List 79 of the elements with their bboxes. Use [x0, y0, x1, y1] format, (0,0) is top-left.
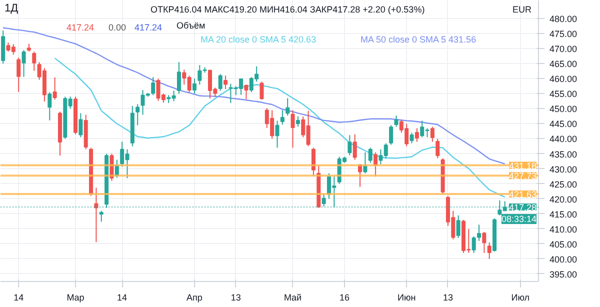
candlestick	[394, 115, 398, 128]
candlestick	[260, 81, 264, 100]
y-tick-label: 420.00	[550, 194, 578, 204]
ref-line-label: 417.28	[508, 202, 537, 213]
candlestick	[48, 92, 52, 121]
candlestick	[275, 120, 280, 148]
candlestick	[352, 134, 357, 160]
candlestick	[99, 210, 104, 222]
candlestick	[477, 224, 482, 242]
y-tick-label: 415.00	[550, 209, 578, 220]
candlestick	[290, 110, 295, 148]
candlestick	[410, 132, 414, 144]
annotation: 417.24	[66, 22, 94, 32]
candlestick	[192, 78, 196, 94]
y-tick-label: 480.00	[550, 14, 578, 24]
annotation: 0.00	[108, 22, 126, 32]
text: MA 50 close 0 SMA 5 431.56	[360, 34, 476, 44]
candlestick	[389, 124, 394, 146]
x-tick-label: Май	[284, 292, 302, 302]
candlestick	[224, 75, 228, 90]
y-tick-label: 430.00	[550, 164, 578, 174]
x-tick-label: 14	[117, 292, 128, 302]
candlestick	[436, 138, 440, 159]
line-series	[54, 58, 506, 198]
y-tick-label: 410.00	[550, 224, 578, 234]
x-tick-label: Июн	[397, 292, 416, 302]
ref-line-label: 431.18	[508, 160, 537, 171]
candlestick	[414, 128, 419, 142]
x-tick-label: 14	[14, 292, 24, 302]
candlestick	[280, 110, 284, 126]
annotation: Объём	[176, 20, 206, 30]
candlestick	[218, 74, 222, 92]
candlestick	[456, 214, 460, 238]
candlestick	[482, 231, 486, 254]
y-tick-label: 465.00	[550, 59, 578, 70]
x-tick-label: 16	[340, 292, 350, 302]
candlestick	[52, 76, 57, 100]
y-tick-label: 445.00	[550, 119, 578, 130]
y-tick-label: 435.00	[550, 149, 578, 160]
candlestick	[244, 84, 248, 100]
ref-line-label: 421.63	[508, 189, 537, 200]
text: MA 20 close 0 SMA 5 420.63	[200, 34, 316, 44]
annotation: 417.24	[134, 22, 162, 32]
candlestick	[16, 57, 21, 92]
x-tick-label: Мар	[66, 292, 84, 302]
candlestick	[348, 134, 352, 156]
x-tick-label: 13	[442, 292, 453, 302]
candlestick	[322, 194, 326, 207]
x-tick-label: Июл	[511, 292, 530, 302]
ref-line-label: 427.73	[508, 171, 537, 182]
chart-title: 1Д	[4, 2, 19, 14]
y-tick-label: 440.00	[550, 134, 578, 144]
candlestick	[176, 62, 181, 94]
candlestick	[94, 187, 98, 243]
candlestick	[22, 50, 26, 78]
annotation: 08:33:14	[501, 214, 537, 224]
y-tick-label: 400.00	[550, 254, 578, 264]
y-tick-label: 475.00	[550, 29, 578, 40]
candlestick	[430, 126, 434, 142]
y-tick-label: 405.00	[550, 239, 578, 250]
y-tick-label: 395.00	[550, 269, 578, 280]
candlestick	[32, 51, 36, 72]
y-tick-label: 455.00	[550, 89, 578, 100]
candlestick	[368, 147, 372, 164]
candlestick	[472, 236, 476, 254]
candlestick	[487, 242, 492, 260]
y-tick-label: 470.00	[550, 44, 578, 54]
y-tick-label: 460.00	[550, 74, 578, 84]
candlestick	[296, 116, 300, 128]
annotation: ОТКР416.04 МАКС419.20 МИН416.04 ЗАКР417.28 +2.20 (+0.53%)	[150, 4, 425, 14]
annotation: EUR	[512, 4, 532, 14]
y-tick-label: 425.00	[550, 179, 578, 190]
x-tick-label: Апр	[186, 292, 202, 302]
x-tick-label: 13	[230, 292, 241, 302]
y-tick-label: 450.00	[550, 104, 578, 114]
candlestick	[151, 76, 156, 96]
candlestick	[286, 98, 290, 116]
candlestick	[78, 112, 83, 138]
candlestick	[136, 104, 140, 126]
